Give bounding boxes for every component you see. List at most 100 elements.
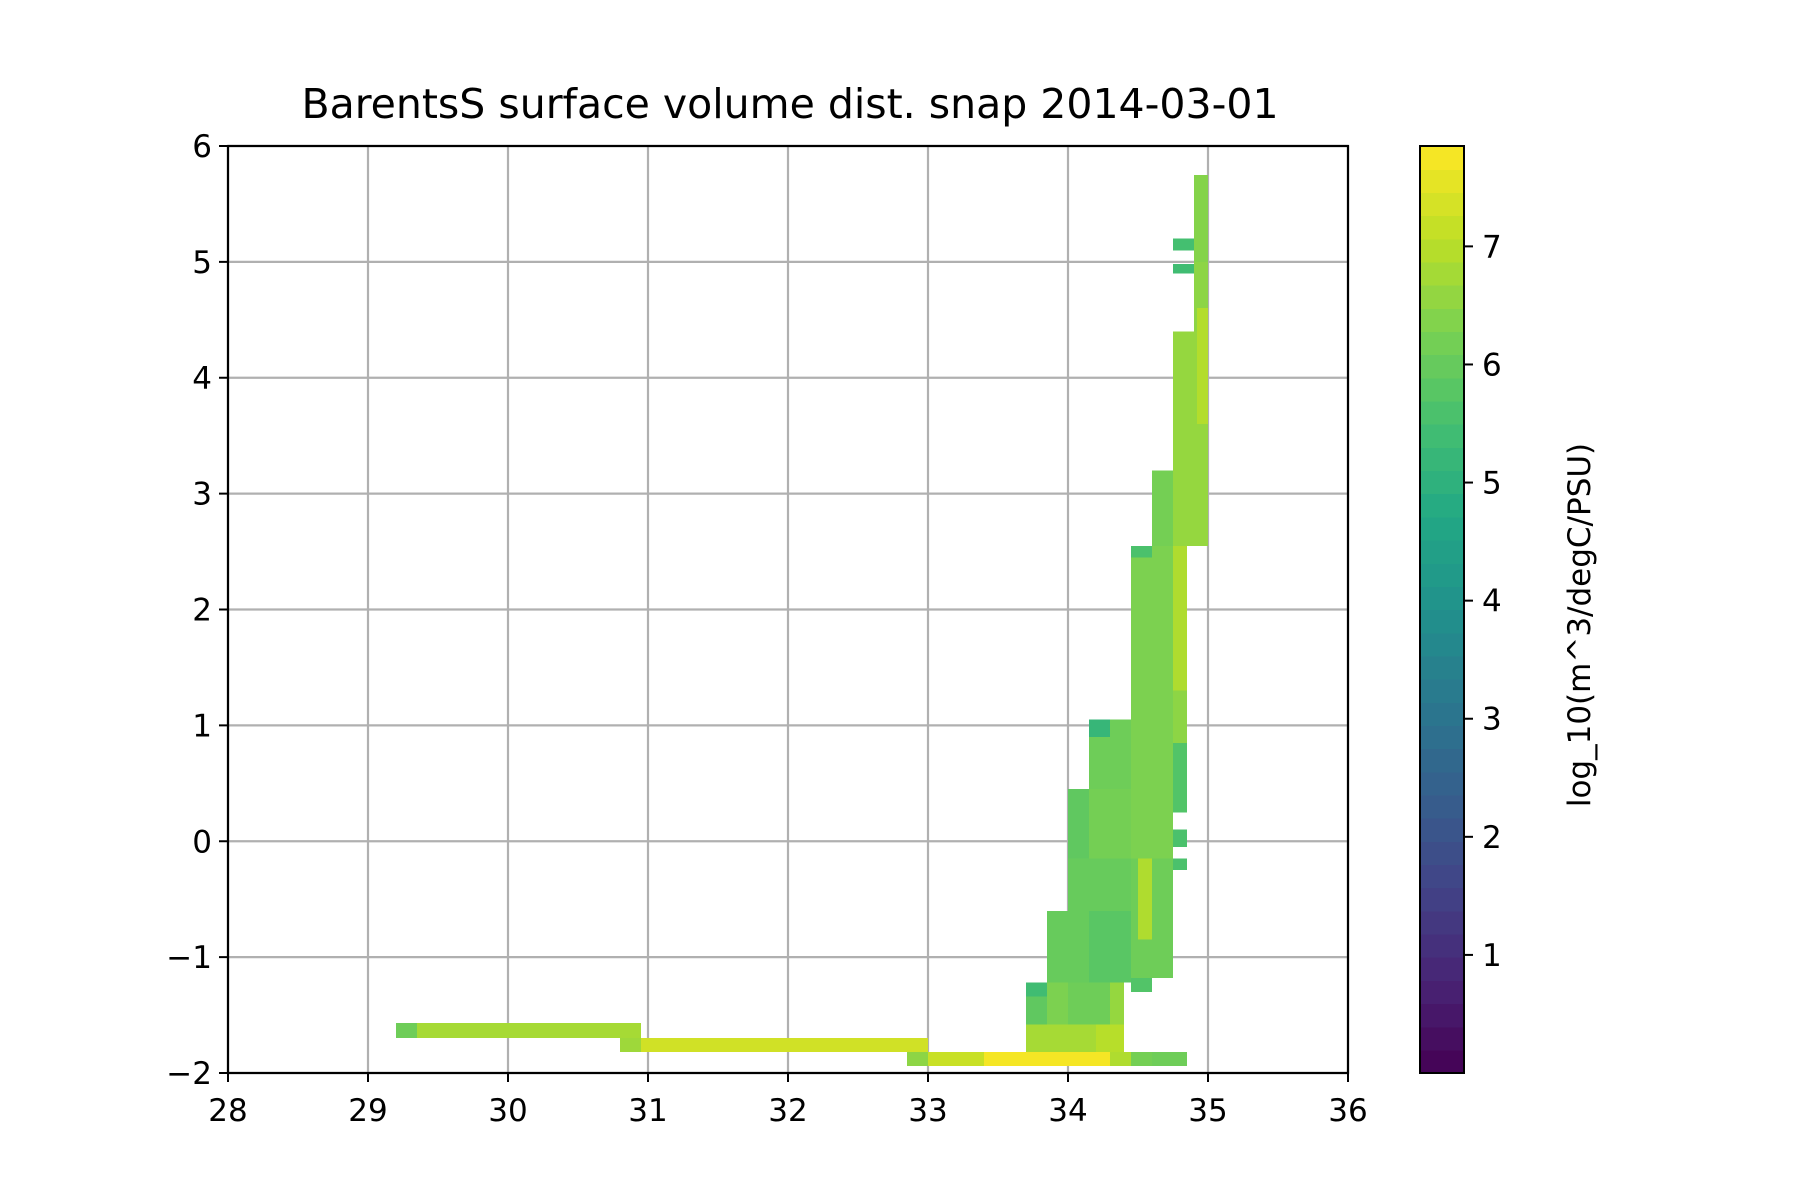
colorbar-segment bbox=[1420, 261, 1464, 286]
heatmap-cell bbox=[620, 1038, 641, 1053]
y-tick-label: 5 bbox=[192, 245, 212, 281]
heatmap-cell bbox=[1173, 238, 1194, 251]
colorbar-segment bbox=[1420, 794, 1464, 819]
x-tick-label: 28 bbox=[208, 1093, 247, 1129]
colorbar-segment bbox=[1420, 632, 1464, 657]
y-tick-label: 6 bbox=[192, 129, 212, 165]
colorbar-segment bbox=[1420, 331, 1464, 356]
x-tick-label: 30 bbox=[488, 1093, 527, 1129]
heatmap-cell bbox=[1131, 690, 1173, 790]
colorbar-segment bbox=[1420, 308, 1464, 332]
heatmap-cell bbox=[1194, 174, 1208, 262]
colorbar-tick-label: 2 bbox=[1482, 820, 1502, 856]
colorbar-segment bbox=[1420, 238, 1464, 263]
colorbar-segment bbox=[1420, 702, 1464, 726]
y-tick-label: 1 bbox=[192, 708, 212, 744]
colorbar-segment bbox=[1420, 539, 1464, 564]
colorbar-segment bbox=[1420, 910, 1464, 935]
heatmap-cell bbox=[1068, 858, 1131, 911]
colorbar-segment bbox=[1420, 354, 1464, 379]
heatmap-cell bbox=[1131, 545, 1152, 558]
heatmap-cell bbox=[1131, 977, 1152, 992]
y-tick-label: 0 bbox=[192, 824, 212, 860]
colorbar-segment bbox=[1420, 679, 1464, 703]
heatmap-cell bbox=[1173, 331, 1194, 546]
heatmap-cell bbox=[984, 1052, 1110, 1067]
colorbar-segment bbox=[1420, 887, 1464, 912]
y-tick-label: −2 bbox=[166, 1056, 212, 1092]
heatmap-cell bbox=[1089, 719, 1110, 737]
heatmap-cell bbox=[1096, 1024, 1124, 1053]
colorbar-segment bbox=[1420, 1003, 1464, 1028]
colorbar-segment bbox=[1420, 586, 1464, 611]
chart-title: BarentsS surface volume dist. snap 2014-… bbox=[301, 80, 1278, 128]
colorbar-segment bbox=[1420, 447, 1464, 472]
heatmap-cell bbox=[1152, 1052, 1187, 1067]
y-tick-label: 3 bbox=[192, 477, 212, 513]
colorbar-segment bbox=[1420, 1026, 1464, 1051]
colorbar-segment bbox=[1420, 818, 1464, 842]
colorbar-tick-label: 1 bbox=[1482, 938, 1502, 974]
heatmap-cell bbox=[417, 1023, 641, 1039]
heatmap-cell bbox=[1173, 858, 1187, 871]
colorbar-segment bbox=[1420, 980, 1464, 1005]
heatmap-cell bbox=[641, 1038, 928, 1053]
colorbar-segment bbox=[1420, 169, 1464, 193]
heatmap-cell bbox=[1138, 858, 1152, 940]
heatmap-cell bbox=[928, 1052, 984, 1067]
y-tick-label: 2 bbox=[192, 593, 212, 629]
heatmap-cell bbox=[1152, 470, 1173, 546]
heatmap-cell bbox=[1068, 982, 1110, 1025]
colorbar-segment bbox=[1420, 748, 1464, 773]
colorbar-segment bbox=[1420, 609, 1464, 634]
colorbar-segment bbox=[1420, 377, 1464, 402]
colorbar: 1 2 3 4 5 6 7 bbox=[1419, 145, 1502, 1074]
x-tick-label: 33 bbox=[908, 1093, 947, 1129]
x-tick-label: 36 bbox=[1328, 1093, 1367, 1129]
colorbar-segment bbox=[1420, 841, 1464, 866]
colorbar-segment bbox=[1420, 493, 1464, 518]
colorbar-tick-label: 6 bbox=[1482, 347, 1502, 383]
x-tick-label: 31 bbox=[628, 1093, 667, 1129]
heatmap-cell bbox=[1068, 789, 1089, 859]
colorbar-segment bbox=[1420, 957, 1464, 981]
colorbar-segment bbox=[1420, 215, 1464, 240]
heatmap-cell bbox=[1089, 789, 1131, 859]
colorbar-segment bbox=[1420, 864, 1464, 889]
colorbar-segment bbox=[1420, 400, 1464, 425]
colorbar-tick-label: 3 bbox=[1482, 702, 1502, 738]
colorbar-segment bbox=[1420, 933, 1464, 958]
colorbar-segment bbox=[1420, 655, 1464, 680]
heatmap-cell bbox=[1173, 690, 1187, 743]
y-tick-label: 4 bbox=[192, 361, 212, 397]
heatmap-cell bbox=[1131, 1052, 1152, 1067]
heatmap-cell bbox=[907, 1052, 928, 1067]
x-tick-label: 29 bbox=[348, 1093, 387, 1129]
heatmap-cell bbox=[1131, 545, 1173, 691]
colorbar-segment bbox=[1420, 470, 1464, 495]
heatmap-cell bbox=[1196, 308, 1208, 425]
heatmap-cell bbox=[1173, 829, 1187, 848]
colorbar-segment bbox=[1420, 1049, 1464, 1074]
colorbar-tick-label: 7 bbox=[1482, 229, 1502, 265]
colorbar-label: log_10(m^3/degC/PSU) bbox=[1562, 443, 1598, 807]
colorbar-segment bbox=[1420, 725, 1464, 750]
colorbar-segment bbox=[1420, 771, 1464, 796]
colorbar-segment bbox=[1420, 192, 1464, 217]
x-tick-label: 35 bbox=[1188, 1093, 1227, 1129]
colorbar-segment bbox=[1420, 563, 1464, 587]
colorbar-frame bbox=[1419, 145, 1465, 1074]
colorbar-segment bbox=[1420, 146, 1464, 170]
x-tick-label: 34 bbox=[1048, 1093, 1087, 1129]
colorbar-tick-label: 5 bbox=[1482, 466, 1502, 502]
colorbar-segment bbox=[1420, 424, 1464, 448]
heatmap-cell bbox=[1110, 1052, 1131, 1067]
heatmap-cell bbox=[1047, 982, 1068, 1025]
colorbar-tick-label: 4 bbox=[1482, 584, 1502, 620]
heatmap-cell bbox=[1131, 789, 1173, 859]
colorbar-segment bbox=[1420, 516, 1464, 541]
heatmap-cell bbox=[1026, 982, 1047, 997]
y-tick-label: −1 bbox=[166, 940, 212, 976]
